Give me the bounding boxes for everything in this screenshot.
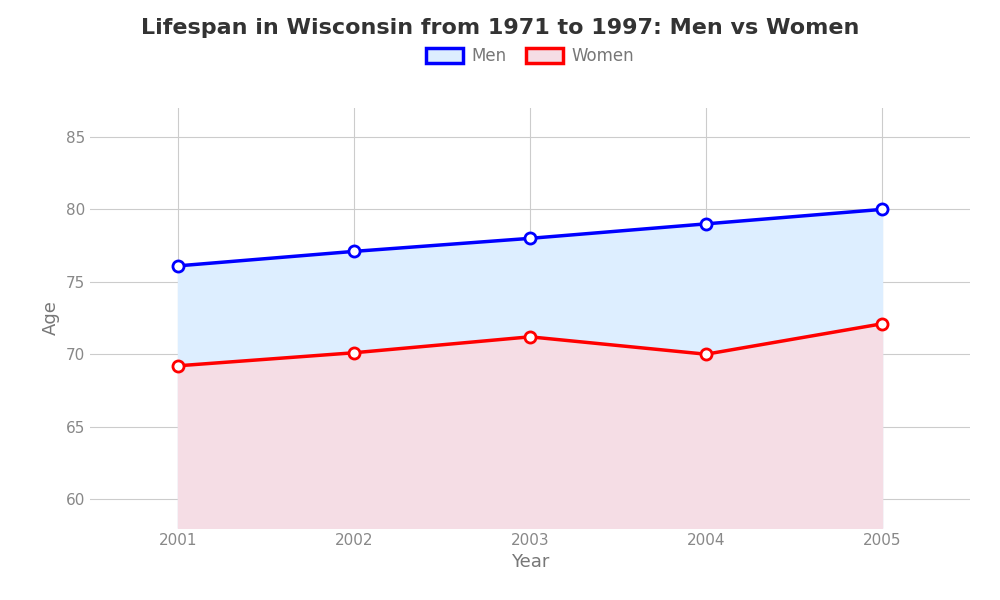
Y-axis label: Age: Age: [42, 301, 60, 335]
X-axis label: Year: Year: [511, 553, 549, 571]
Text: Lifespan in Wisconsin from 1971 to 1997: Men vs Women: Lifespan in Wisconsin from 1971 to 1997:…: [141, 18, 859, 38]
Legend: Men, Women: Men, Women: [419, 41, 641, 72]
